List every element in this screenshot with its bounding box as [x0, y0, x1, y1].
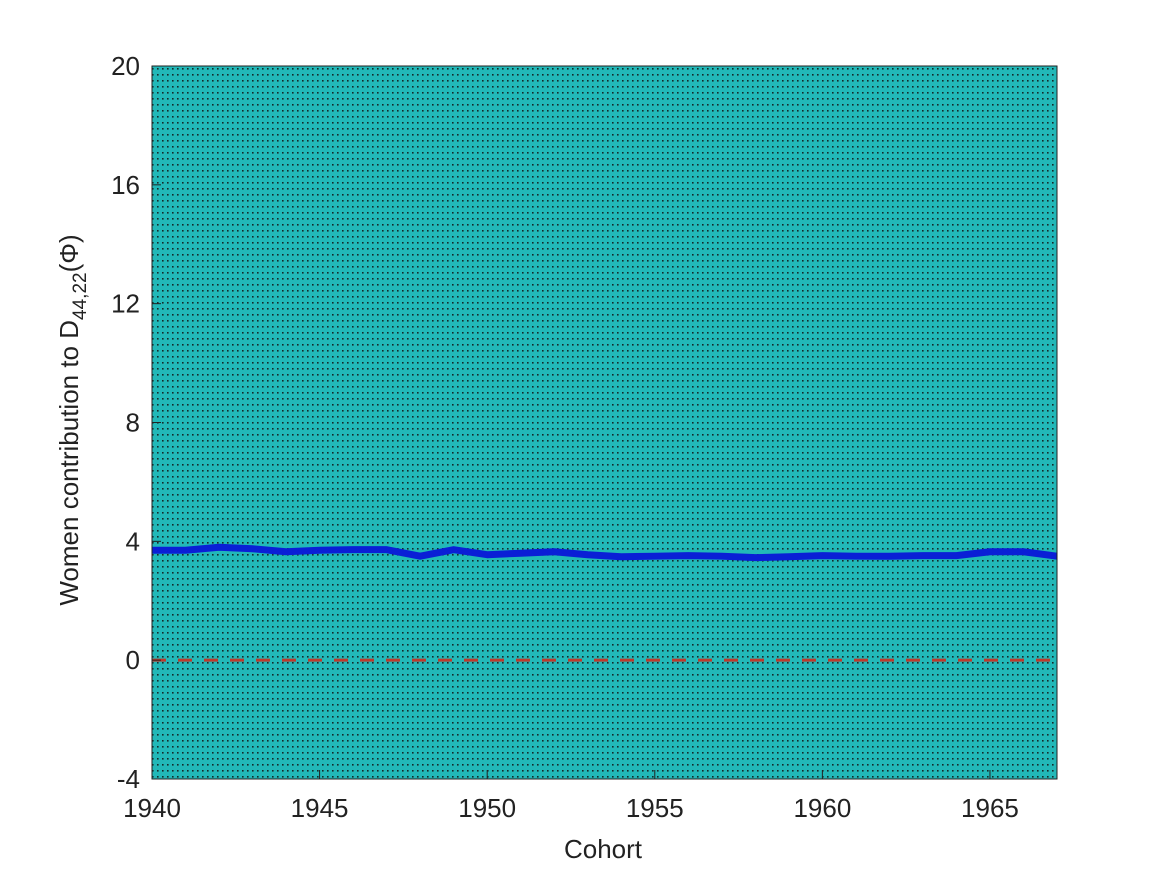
y-tick-label: 12: [111, 289, 140, 319]
y-axis-label: Women contribution to D44,22(Φ): [54, 234, 91, 605]
y-tick-label: 0: [126, 645, 140, 675]
x-tick-label: 1945: [291, 793, 349, 823]
data-line: [152, 543, 1058, 562]
y-tick-label: 8: [126, 408, 140, 438]
x-tick-label: 1950: [458, 793, 516, 823]
y-label-subscript: 44,22: [70, 272, 91, 320]
x-tick-label: 1960: [793, 793, 851, 823]
y-tick-label: -4: [117, 764, 140, 794]
x-tick-label: 1965: [961, 793, 1019, 823]
y-tick-label: 20: [111, 51, 140, 81]
x-tick-label: 1955: [626, 793, 684, 823]
x-tick-label: 1940: [123, 793, 181, 823]
y-tick-label: 4: [126, 526, 140, 556]
y-label-text: Women contribution to D: [54, 320, 84, 606]
x-axis-label: Cohort: [564, 834, 643, 864]
plot-dots: [152, 66, 1057, 779]
y-tick-label: 16: [111, 170, 140, 200]
y-label-suffix: (Φ): [54, 234, 84, 272]
